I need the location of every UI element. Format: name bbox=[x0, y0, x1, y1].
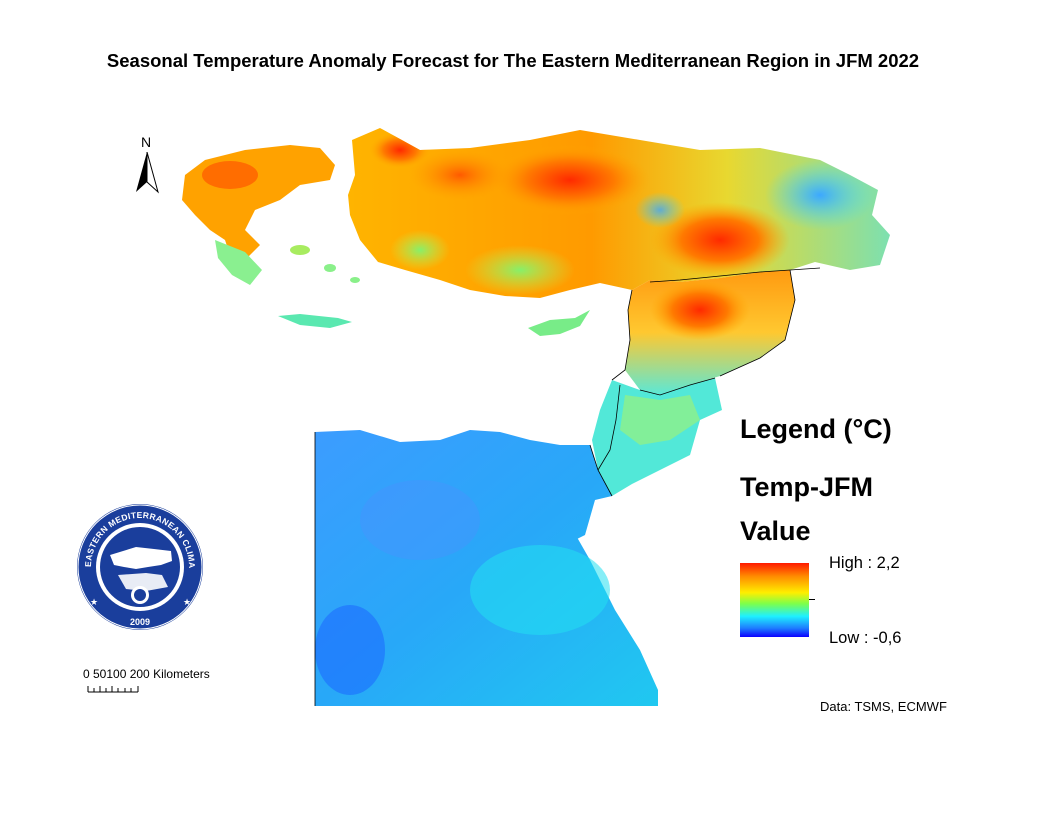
country-borders bbox=[314, 267, 821, 706]
region-israel-jordan bbox=[592, 378, 722, 496]
legend-mid-tick bbox=[809, 599, 815, 600]
region-egypt bbox=[315, 430, 658, 706]
legend-high-label: High : 2,2 bbox=[829, 554, 900, 572]
svg-text:★: ★ bbox=[90, 597, 98, 607]
north-label: N bbox=[141, 134, 152, 150]
legend-low-label: Low : -0,6 bbox=[829, 629, 902, 647]
region-greece bbox=[182, 145, 360, 328]
legend-layer-name: Temp-JFM bbox=[740, 472, 873, 502]
emblem-year: 2009 bbox=[130, 617, 150, 627]
region-turkey bbox=[348, 128, 890, 298]
legend-color-ramp bbox=[740, 563, 809, 637]
legend-field-name: Value bbox=[740, 516, 811, 546]
svg-text:★: ★ bbox=[183, 597, 191, 607]
scale-bar bbox=[87, 686, 139, 693]
emcc-emblem-icon: EASTERN MEDITERRANEAN CLIMATE CENTRE 200… bbox=[76, 503, 203, 630]
map-title: Seasonal Temperature Anomaly Forecast fo… bbox=[106, 50, 920, 71]
region-syria bbox=[625, 270, 795, 395]
region-cyprus bbox=[528, 310, 590, 336]
north-arrow-icon bbox=[136, 152, 159, 194]
data-credit: Data: TSMS, ECMWF bbox=[820, 699, 947, 714]
scale-bar-label: 0 50100 200 Kilometers bbox=[83, 667, 210, 681]
legend-heading: Legend (°C) bbox=[740, 414, 892, 444]
